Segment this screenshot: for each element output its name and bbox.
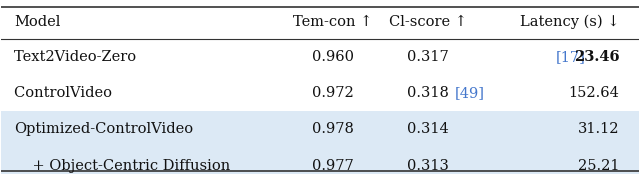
Text: 0.313: 0.313 (408, 159, 449, 173)
Text: Optimized-ControlVideo: Optimized-ControlVideo (14, 122, 193, 136)
Text: [17]: [17] (556, 50, 586, 64)
Text: Tem-con ↑: Tem-con ↑ (293, 15, 372, 29)
Text: Model: Model (14, 15, 61, 29)
Text: + Object-Centric Diffusion: + Object-Centric Diffusion (14, 159, 230, 173)
Text: 0.972: 0.972 (312, 86, 354, 100)
Text: 23.46: 23.46 (574, 50, 620, 64)
Text: 0.318: 0.318 (408, 86, 449, 100)
FancyBboxPatch shape (1, 147, 639, 176)
Text: 0.977: 0.977 (312, 159, 354, 173)
Text: 25.21: 25.21 (578, 159, 620, 173)
Text: ControlVideo: ControlVideo (14, 86, 116, 100)
Text: 0.317: 0.317 (408, 50, 449, 64)
Text: Latency (s) ↓: Latency (s) ↓ (520, 15, 620, 29)
Text: Text2Video-Zero: Text2Video-Zero (14, 50, 141, 64)
Text: 152.64: 152.64 (568, 86, 620, 100)
Text: 0.314: 0.314 (408, 122, 449, 136)
Text: 0.978: 0.978 (312, 122, 354, 136)
Text: [49]: [49] (454, 86, 484, 100)
Text: Cl-score ↑: Cl-score ↑ (389, 15, 467, 29)
Text: 0.960: 0.960 (312, 50, 354, 64)
FancyBboxPatch shape (1, 111, 639, 147)
Text: 31.12: 31.12 (578, 122, 620, 136)
